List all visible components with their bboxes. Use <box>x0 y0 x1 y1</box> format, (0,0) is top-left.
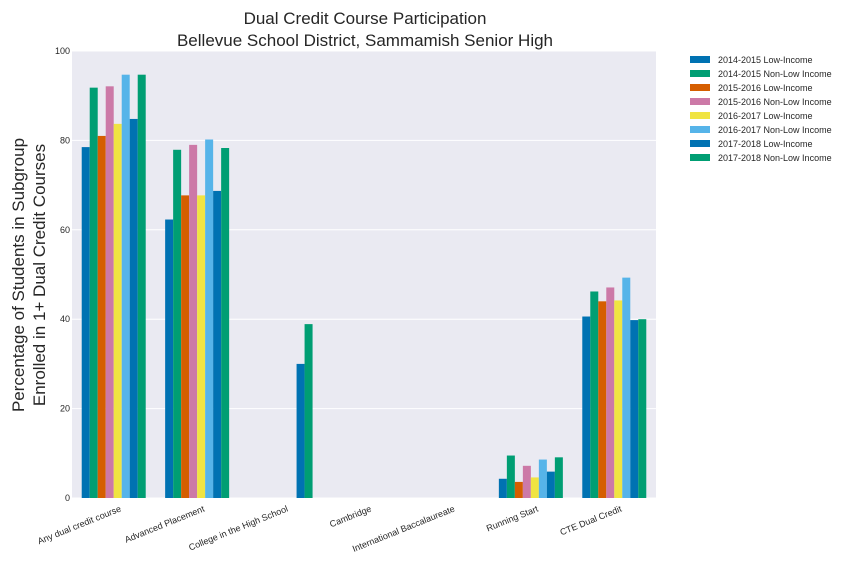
y-tick-label: 20 <box>60 404 70 414</box>
y-tick-label: 0 <box>65 493 70 503</box>
legend-swatch <box>690 70 710 77</box>
bar <box>538 459 547 498</box>
legend-swatch <box>690 140 710 147</box>
legend-label: 2016-2017 Low-Income <box>718 111 813 121</box>
legend-swatch <box>690 126 710 133</box>
bar <box>304 324 313 498</box>
bar <box>129 118 138 498</box>
legend-swatch <box>690 112 710 119</box>
bar <box>590 291 599 498</box>
legend-swatch <box>690 154 710 161</box>
bar <box>197 195 206 499</box>
y-tick-label: 60 <box>60 225 70 235</box>
y-axis-label-line1: Percentage of Students in Subgroup <box>9 138 28 412</box>
bar <box>514 481 523 498</box>
bars <box>81 74 647 499</box>
y-tick-label: 100 <box>55 46 70 56</box>
bar <box>498 478 507 498</box>
chart-subtitle: Bellevue School District, Sammamish Seni… <box>177 31 553 50</box>
legend-swatch <box>690 84 710 91</box>
legend-label: 2017-2018 Low-Income <box>718 139 813 149</box>
bar <box>598 301 607 498</box>
x-tick-label: Cambridge <box>328 504 373 530</box>
bar <box>97 135 106 498</box>
bar <box>622 277 631 498</box>
bar <box>213 190 222 498</box>
bar <box>606 287 615 498</box>
x-tick-label: Any dual credit course <box>36 504 122 547</box>
bar <box>506 455 515 498</box>
y-axis-label-line2: Enrolled in 1+ Dual Credit Courses <box>30 144 49 406</box>
bar <box>522 465 531 498</box>
bar <box>189 144 198 498</box>
legend-label: 2016-2017 Non-Low Income <box>718 125 832 135</box>
y-tick-labels: 0 20 40 60 80 100 <box>55 46 70 503</box>
bar <box>105 86 114 499</box>
bar <box>554 457 563 498</box>
y-tick-label: 80 <box>60 135 70 145</box>
x-tick-label: Advanced Placement <box>123 503 206 544</box>
legend-swatch <box>690 56 710 63</box>
legend-label: 2015-2016 Low-Income <box>718 83 813 93</box>
plot-area <box>72 51 656 498</box>
legend-label: 2014-2015 Non-Low Income <box>718 69 832 79</box>
bar <box>582 316 591 498</box>
bar <box>630 320 639 498</box>
bar <box>137 74 146 498</box>
legend-label: 2015-2016 Non-Low Income <box>718 97 832 107</box>
bar <box>165 219 174 499</box>
bar <box>81 147 90 499</box>
legend-swatch <box>690 98 710 105</box>
legend-label: 2017-2018 Non-Low Income <box>718 153 832 163</box>
chart-title: Dual Credit Course Participation <box>244 9 487 28</box>
legend-label: 2014-2015 Low-Income <box>718 55 813 65</box>
bar <box>530 477 539 498</box>
bar <box>614 300 623 498</box>
bar <box>173 149 182 499</box>
bar <box>638 319 647 498</box>
x-tick-label: Running Start <box>485 503 540 533</box>
x-tick-label: CTE Dual Credit <box>559 503 624 537</box>
bar <box>546 471 555 498</box>
y-tick-label: 40 <box>60 314 70 324</box>
bar <box>181 195 190 499</box>
x-tick-labels: Any dual credit course Advanced Placement… <box>36 503 623 554</box>
bar <box>121 74 130 498</box>
bar <box>113 123 122 499</box>
bar <box>221 147 230 498</box>
bar <box>89 87 98 499</box>
bar <box>205 139 214 499</box>
legend: 2014-2015 Low-Income 2014-2015 Non-Low In… <box>690 55 832 163</box>
bar <box>296 363 305 498</box>
